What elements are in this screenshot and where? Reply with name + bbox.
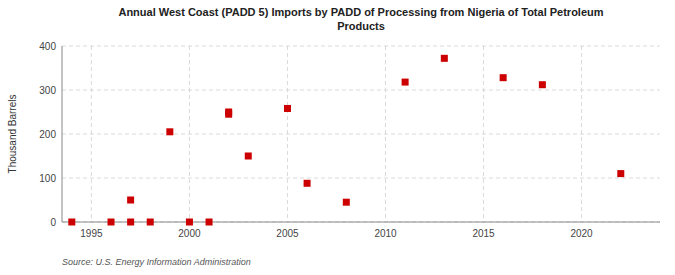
point (127, 219, 134, 226)
y-axis-line (62, 46, 63, 222)
point (284, 105, 291, 112)
y-tick-label: 400 (39, 41, 56, 52)
x-grid-line (91, 46, 92, 222)
y-grid-line (62, 178, 660, 179)
source-note: Source: U.S. Energy Information Administ… (62, 257, 251, 267)
point (500, 74, 507, 81)
x-grid-line (581, 46, 582, 222)
point (166, 128, 173, 135)
point (206, 219, 213, 226)
point (225, 111, 232, 118)
y-grid-line (62, 90, 660, 91)
point (539, 81, 546, 88)
x-tick-label: 2005 (276, 228, 299, 239)
x-grid-line (189, 46, 190, 222)
y-tick-label: 300 (39, 85, 56, 96)
x-tick-label: 2015 (472, 228, 495, 239)
y-tick-label: 200 (39, 129, 56, 140)
y-tick-label: 0 (50, 217, 56, 228)
y-grid-line (62, 46, 660, 47)
chart: Annual West Coast (PADD 5) Imports by PA… (0, 0, 675, 275)
x-grid-line (385, 46, 386, 222)
x-tick-label: 2010 (374, 228, 397, 239)
point (68, 219, 75, 226)
x-grid-line (287, 46, 288, 222)
x-tick-label: 1995 (80, 228, 103, 239)
point (147, 219, 154, 226)
grid (62, 46, 660, 222)
x-grid-line (483, 46, 484, 222)
points (68, 55, 624, 226)
x-tick-label: 2000 (178, 228, 201, 239)
point (343, 199, 350, 206)
point (441, 55, 448, 62)
title: Annual West Coast (PADD 5) Imports by PA… (118, 6, 603, 32)
point (127, 197, 134, 204)
y-grid-line (62, 134, 660, 135)
y-tick-label: 100 (39, 173, 56, 184)
point (304, 180, 311, 187)
point (108, 219, 115, 226)
point (402, 79, 409, 86)
point (617, 170, 624, 177)
point (186, 219, 193, 226)
x-tick-label: 2020 (570, 228, 593, 239)
point (245, 153, 252, 160)
y-axis-label: Thousand Barrels (7, 95, 18, 174)
